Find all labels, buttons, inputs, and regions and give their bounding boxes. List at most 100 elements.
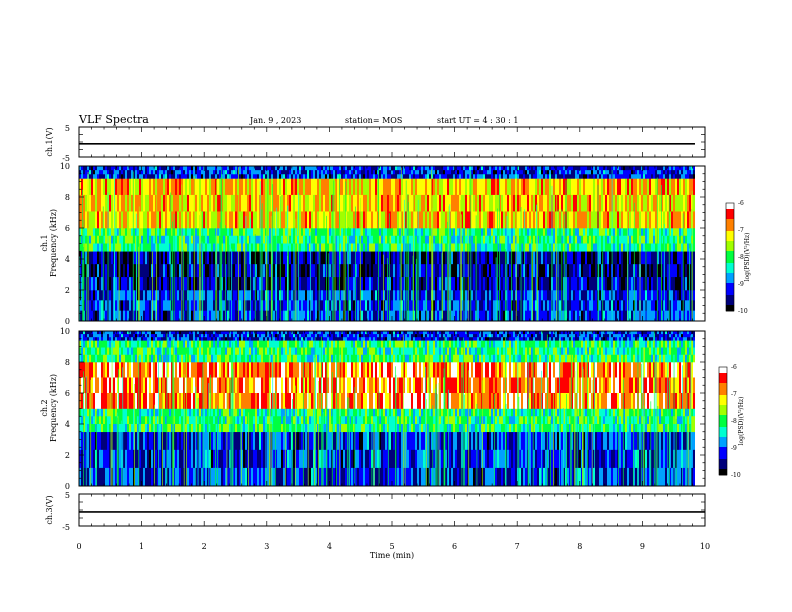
spectrogram-cell [555, 310, 557, 322]
spectrogram-cell [235, 290, 237, 301]
spectrogram-cell [293, 194, 295, 212]
spectrogram-cell [675, 243, 677, 252]
spectrogram-cell [247, 228, 249, 237]
spectrogram-cell [277, 300, 279, 311]
spectrogram-cell [241, 235, 243, 244]
spectrogram-cell [101, 228, 103, 237]
spectrogram-cell [197, 170, 199, 175]
spectrogram-cell [487, 211, 489, 229]
spectrogram-cell [161, 178, 163, 196]
spectrogram-cell [121, 211, 123, 229]
spectrogram-cell [313, 178, 315, 196]
spectrogram-cell [335, 277, 337, 291]
spectrogram-cell [159, 290, 161, 301]
spectrogram-cell [283, 211, 285, 229]
spectrogram-cell [337, 243, 339, 252]
spectrogram-cell [647, 264, 649, 278]
spectrogram-cell [325, 310, 327, 322]
spectrogram-cell [441, 243, 443, 252]
spectrogram-cell [649, 211, 651, 229]
spectrogram-cell [243, 170, 245, 175]
spectrogram-cell [155, 300, 157, 311]
spectrogram-cell [601, 178, 603, 196]
spectrogram-cell [537, 243, 539, 252]
spectrogram-cell [563, 194, 565, 212]
spectrogram-cell [195, 277, 197, 291]
spectrogram-cell [289, 166, 291, 171]
spectrogram-cell [117, 178, 119, 196]
spectrogram-cell [411, 194, 413, 212]
spectrogram-cell [535, 166, 537, 171]
spectrogram-cell [581, 277, 583, 291]
spectrogram-cell [145, 166, 147, 171]
spectrogram-cell [335, 166, 337, 171]
spectrogram-cell [383, 264, 385, 278]
spectrogram-cell [393, 228, 395, 237]
spectrogram-cell [223, 277, 225, 291]
spectrogram-cell [263, 166, 265, 171]
spectrogram-cell [413, 166, 415, 171]
spectrogram-cell [593, 243, 595, 252]
spectrogram-cell [459, 178, 461, 196]
spectrogram-cell [529, 310, 531, 322]
spectrogram-cell [251, 178, 253, 196]
spectrogram-cell [387, 235, 389, 244]
spectrogram-cell [481, 194, 483, 212]
spectrogram-cell [629, 264, 631, 278]
spectrogram-cell [161, 251, 163, 265]
spectrogram-cell [595, 264, 597, 278]
spectrogram-cell [399, 228, 401, 237]
spectrogram-cell [135, 178, 137, 196]
spectrogram-cell [461, 277, 463, 291]
spectrogram-cell [91, 228, 93, 237]
spectrogram-cell [151, 243, 153, 252]
spectrogram-cell [303, 277, 305, 291]
spectrogram-cell [351, 264, 353, 278]
spectrogram-cell [557, 178, 559, 196]
spectrogram-cell [421, 178, 423, 196]
spectrogram-cell [323, 170, 325, 175]
spectrogram-cell [123, 178, 125, 196]
spectrogram-cell [681, 290, 683, 301]
spectrogram-cell [659, 228, 661, 237]
spectrogram-cell [297, 251, 299, 265]
spectrogram-cell [683, 277, 685, 291]
spectrogram-cell [79, 243, 81, 252]
spectrogram-cell [379, 310, 381, 322]
spectrogram-cell [381, 228, 383, 237]
spectrogram-cell [93, 290, 95, 301]
spectrogram-cell [229, 170, 231, 175]
spectrogram-cell [131, 178, 133, 196]
spectrogram-cell [103, 211, 105, 229]
spectrogram-cell [369, 166, 371, 171]
spectrogram-cell [355, 300, 357, 311]
spectrogram-cell [421, 310, 423, 322]
spectrogram-cell [313, 277, 315, 291]
spectrogram-cell [437, 174, 439, 179]
spectrogram-cell [473, 290, 475, 301]
spectrogram-cell [251, 166, 253, 171]
spectrogram-cell [157, 174, 159, 179]
spectrogram-cell [319, 264, 321, 278]
spectrogram-cell [689, 228, 691, 237]
spectrogram-cell [181, 170, 183, 175]
spectrogram-cell [109, 211, 111, 229]
spectrogram-cell [319, 211, 321, 229]
spectrogram-cell [429, 300, 431, 311]
spectrogram-cell [383, 290, 385, 301]
spectrogram-cell [271, 178, 273, 196]
spectrogram-cell [141, 243, 143, 252]
spectrogram-cell [175, 178, 177, 196]
spectrogram-cell [117, 290, 119, 301]
spectrogram-cell [517, 170, 519, 175]
spectrogram-cell [593, 235, 595, 244]
spectrogram-cell [497, 290, 499, 301]
spectrogram-cell [205, 228, 207, 237]
spectrogram-cell [311, 194, 313, 212]
spectrogram-cell [281, 211, 283, 229]
spectrogram-cell [121, 290, 123, 301]
spectrogram-cell [553, 251, 555, 265]
spectrogram-cell [559, 290, 561, 301]
spectrogram-cell [583, 243, 585, 252]
spectrogram-cell [609, 300, 611, 311]
